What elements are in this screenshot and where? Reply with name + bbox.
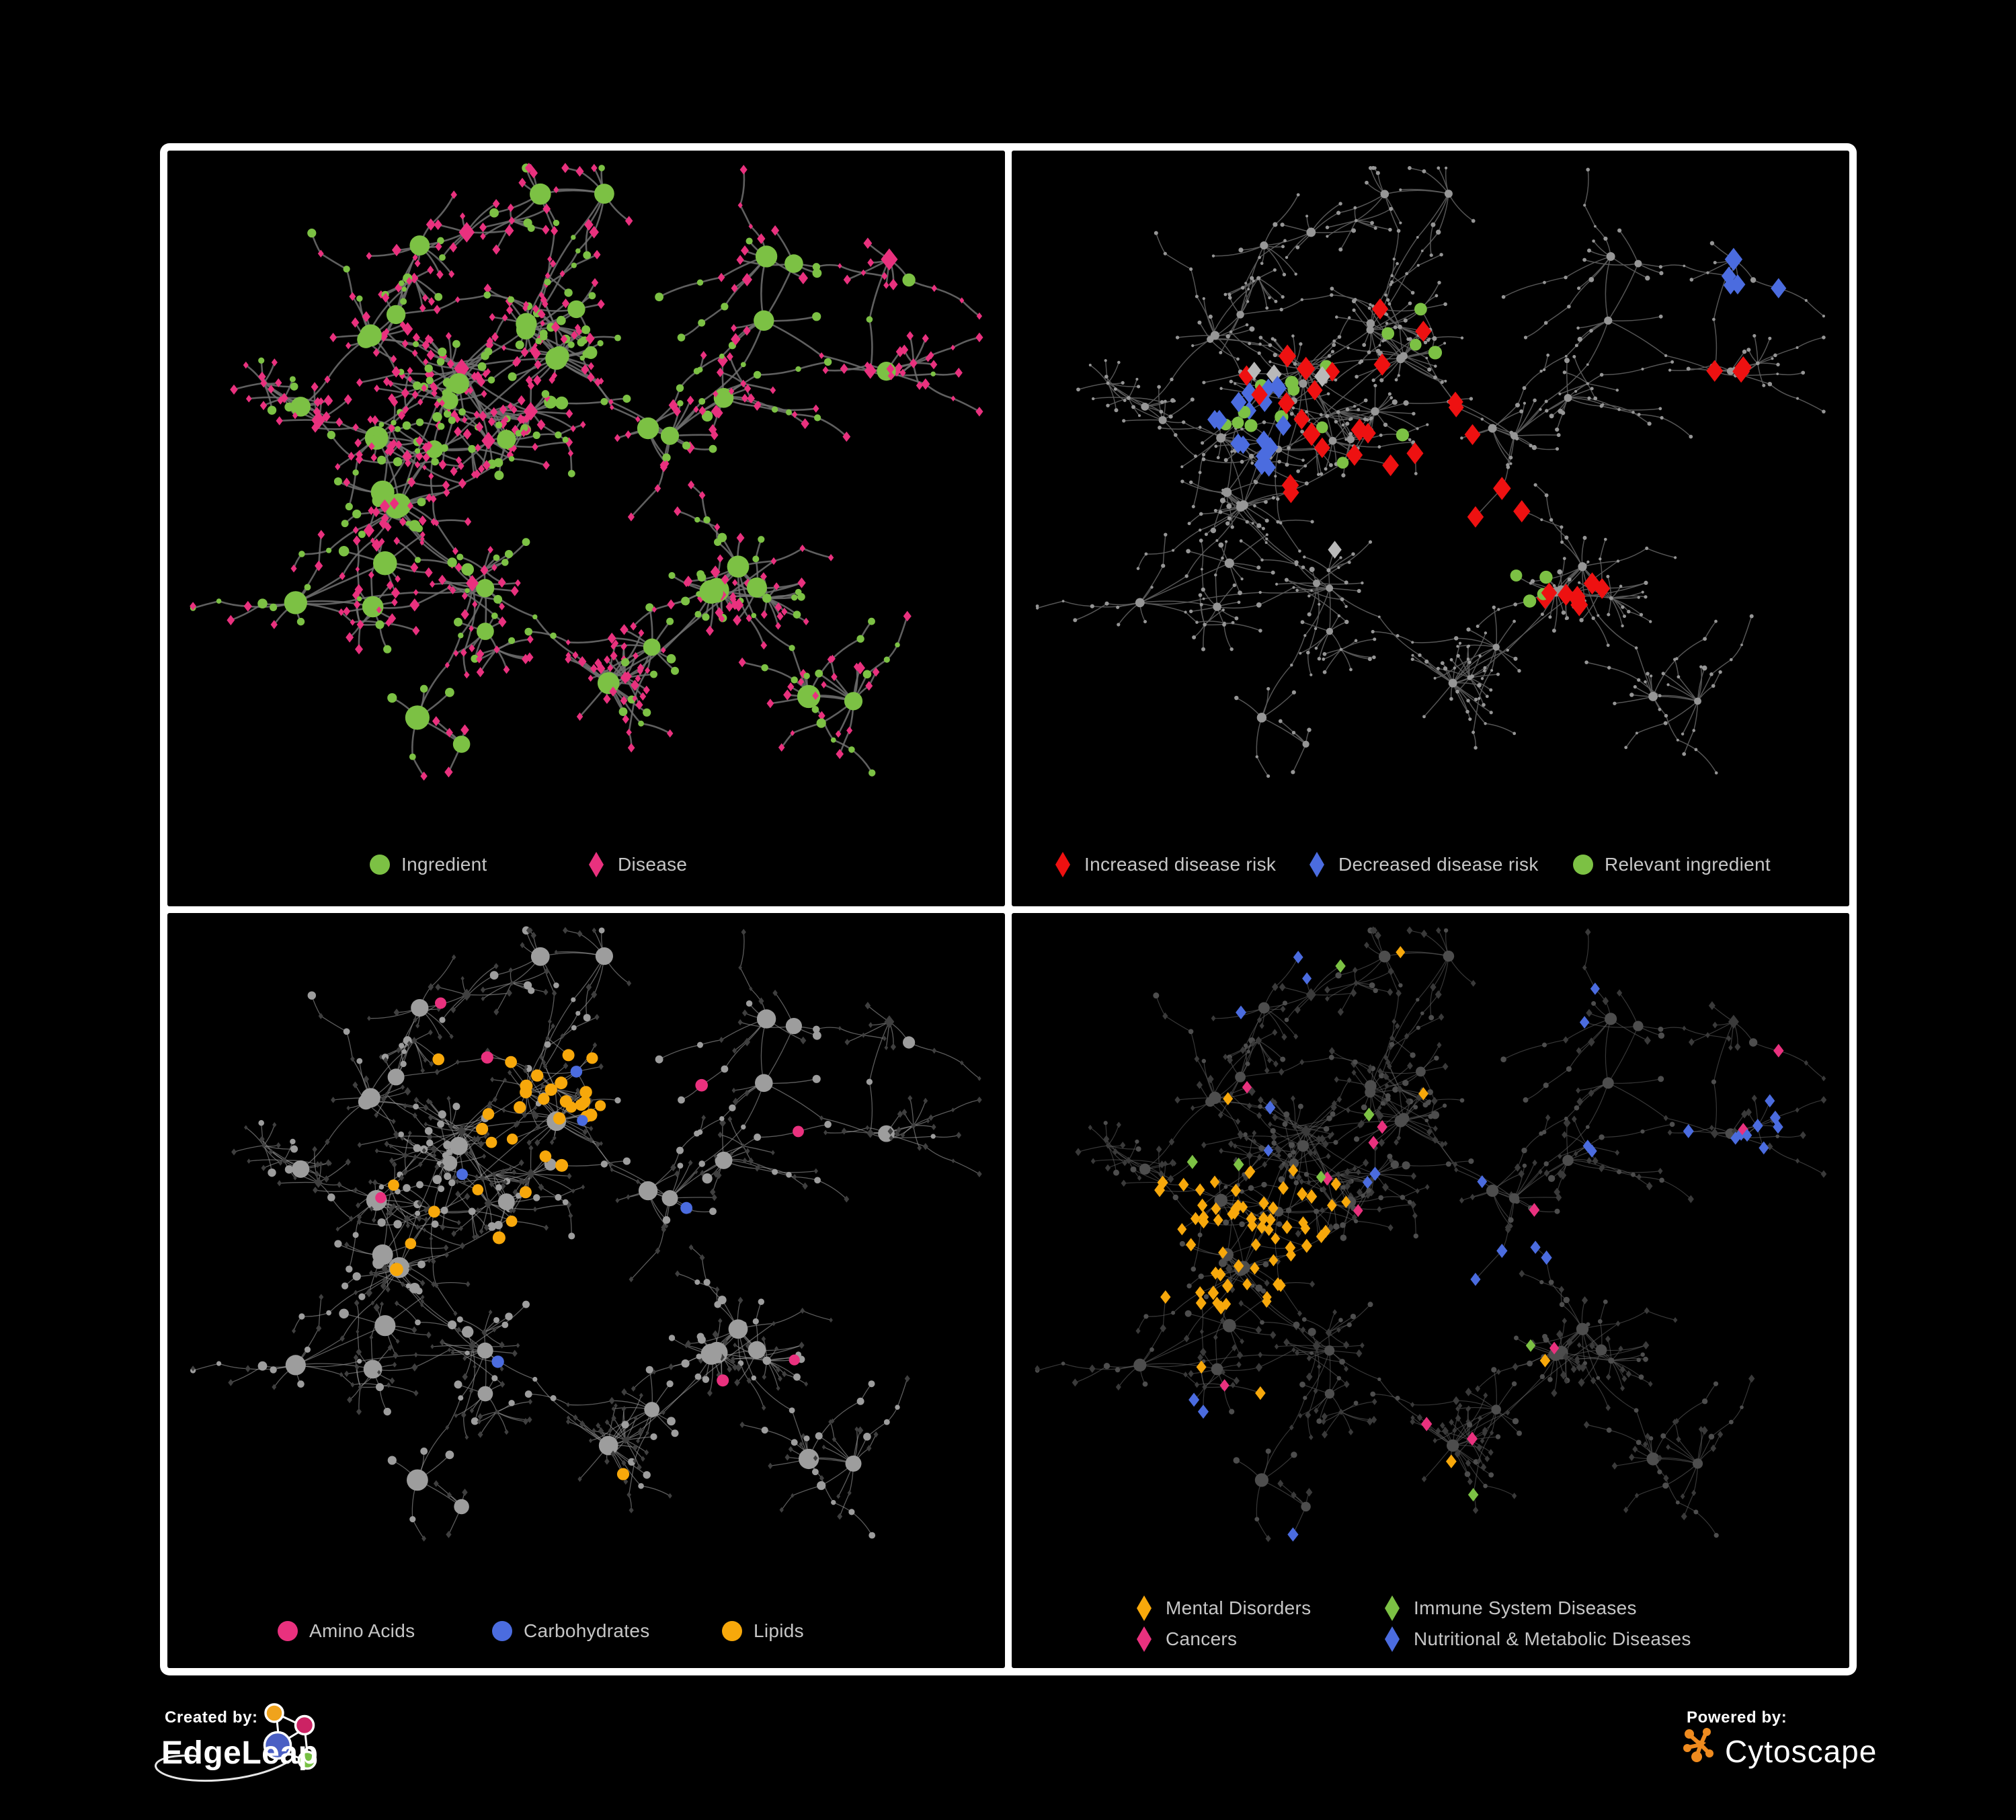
legend-item: Lipids (721, 1616, 804, 1646)
nutrient-classes-network-canvas (190, 926, 982, 1542)
legend-label: Nutritional & Metabolic Diseases (1414, 1628, 1691, 1649)
legend-label: Decreased disease risk (1338, 854, 1539, 875)
network-edges (192, 167, 981, 777)
network-edges (1037, 167, 1824, 777)
legend-item: Carbohydrates (491, 1616, 650, 1646)
diamond-swatch (1137, 1595, 1152, 1621)
created-by-label: Created by: (165, 1708, 258, 1727)
disease-classes-network-canvas (1035, 926, 1827, 1542)
network-nodes (190, 163, 983, 781)
legend-item: Cancers (1133, 1624, 1237, 1654)
edgeleap-icon (155, 1703, 317, 1782)
network-edges (192, 929, 980, 1539)
legend-item: Ingredient (369, 850, 487, 879)
cytoscape-wordmark: Cytoscape (1725, 1734, 1878, 1769)
diamond-swatch (1055, 852, 1070, 877)
legend-item: Amino Acids (277, 1616, 415, 1646)
legend-label: Relevant ingredient (1605, 854, 1771, 875)
panel-nutrient-classes: Amino Acids Carbohydrates Lipids (167, 912, 1005, 1668)
diamond-swatch (1385, 1595, 1400, 1621)
network-nodes (1035, 926, 1827, 1542)
diamond-swatch (589, 852, 604, 877)
network-edges (1037, 929, 1824, 1539)
legend-label: Immune System Diseases (1414, 1597, 1637, 1618)
legend-item: Increased disease risk (1052, 850, 1276, 879)
network-nodes (190, 926, 982, 1542)
panel-ingredient-disease: Ingredient Disease (167, 151, 1005, 906)
edgeleap-wordmark: EdgeLeap (161, 1735, 319, 1771)
diamond-swatch (1137, 1626, 1152, 1652)
circle-swatch (492, 1620, 512, 1641)
legend-item: Mental Disorders (1133, 1593, 1311, 1623)
legend-item: Nutritional & Metabolic Diseases (1381, 1624, 1691, 1654)
legend-label: Amino Acids (309, 1620, 415, 1641)
legend-item: Decreased disease risk (1306, 850, 1539, 879)
legend-label: Lipids (754, 1620, 804, 1641)
network-highlight-nodes (375, 996, 804, 1480)
disease-risk-network-canvas (1035, 165, 1826, 778)
circle-swatch (722, 1620, 742, 1641)
legend-label: Carbohydrates (524, 1620, 650, 1641)
panel-disease-classes: Mental Disorders Immune System Diseases Ca… (1012, 912, 1849, 1668)
network-highlight-nodes (1154, 945, 1784, 1542)
circle-swatch (1573, 855, 1593, 875)
powered-by-label: Powered by: (1687, 1708, 1787, 1727)
legend-item: Immune System Diseases (1381, 1593, 1637, 1623)
network-nodes (1035, 165, 1826, 778)
diamond-swatch (1309, 852, 1324, 877)
legend-item: Relevant ingredient (1572, 850, 1771, 879)
legend-label: Mental Disorders (1166, 1597, 1312, 1618)
legend-label: Increased disease risk (1084, 854, 1277, 875)
diamond-swatch (1385, 1626, 1400, 1652)
ingredient-disease-network-canvas (190, 163, 983, 781)
legend-label: Cancers (1166, 1628, 1238, 1649)
cytoscape-icon (1683, 1728, 1713, 1762)
circle-swatch (370, 855, 390, 875)
panels-frame: Ingredient Disease Increased disease risk… (160, 143, 1857, 1675)
legend-label: Ingredient (401, 854, 487, 875)
panel-disease-risk: Increased disease risk Decreased disease … (1012, 151, 1849, 906)
legend-item: Disease (586, 850, 687, 879)
circle-swatch (278, 1620, 298, 1641)
legend-label: Disease (618, 854, 688, 875)
